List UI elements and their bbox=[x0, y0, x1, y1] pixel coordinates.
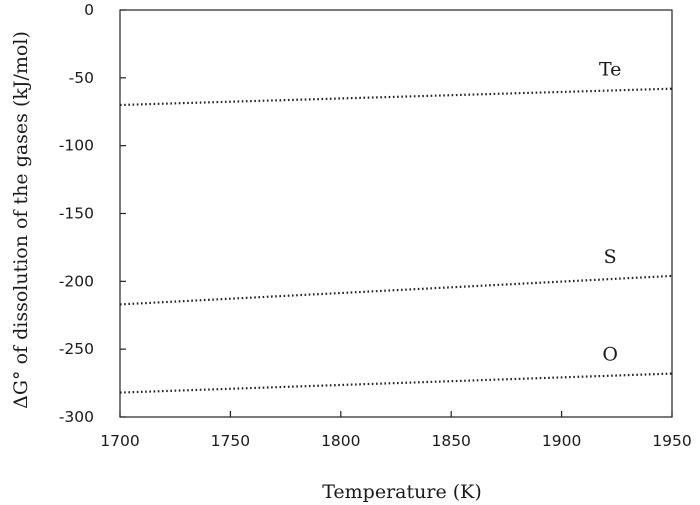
x-axis-ticks: 1700 1750 1800 1850 1900 1950 bbox=[100, 411, 692, 450]
y-tick-label: -200 bbox=[59, 272, 94, 290]
y-tick-label: -100 bbox=[59, 137, 94, 155]
series-label-te: Te bbox=[599, 59, 621, 81]
x-tick-label: 1750 bbox=[211, 432, 250, 450]
series-labels: Te S O bbox=[599, 59, 621, 366]
x-axis-title: Temperature (K) bbox=[322, 481, 482, 503]
series-line-s bbox=[119, 274, 673, 306]
series-label-o: O bbox=[602, 344, 618, 366]
x-tick-label: 1800 bbox=[321, 432, 360, 450]
series-label-s: S bbox=[604, 246, 617, 268]
y-tick-label: -250 bbox=[59, 340, 94, 358]
series-lines bbox=[119, 87, 673, 394]
x-tick-label: 1850 bbox=[431, 432, 470, 450]
y-axis-title: ΔG° of dissolution of the gases (kJ/mol) bbox=[10, 31, 32, 409]
series-line-o bbox=[119, 372, 673, 394]
y-tick-label: -300 bbox=[59, 408, 94, 426]
x-tick-label: 1900 bbox=[542, 432, 581, 450]
y-axis-ticks: 0 -50 -100 -150 -200 -250 -300 bbox=[59, 1, 126, 426]
y-tick-label: -150 bbox=[59, 205, 94, 223]
y-tick-label: -50 bbox=[69, 69, 94, 87]
x-tick-label: 1700 bbox=[100, 432, 139, 450]
y-tick-label: 0 bbox=[84, 1, 94, 19]
plot-area bbox=[119, 9, 673, 418]
x-tick-label: 1950 bbox=[652, 432, 691, 450]
series-line-te bbox=[119, 87, 673, 107]
